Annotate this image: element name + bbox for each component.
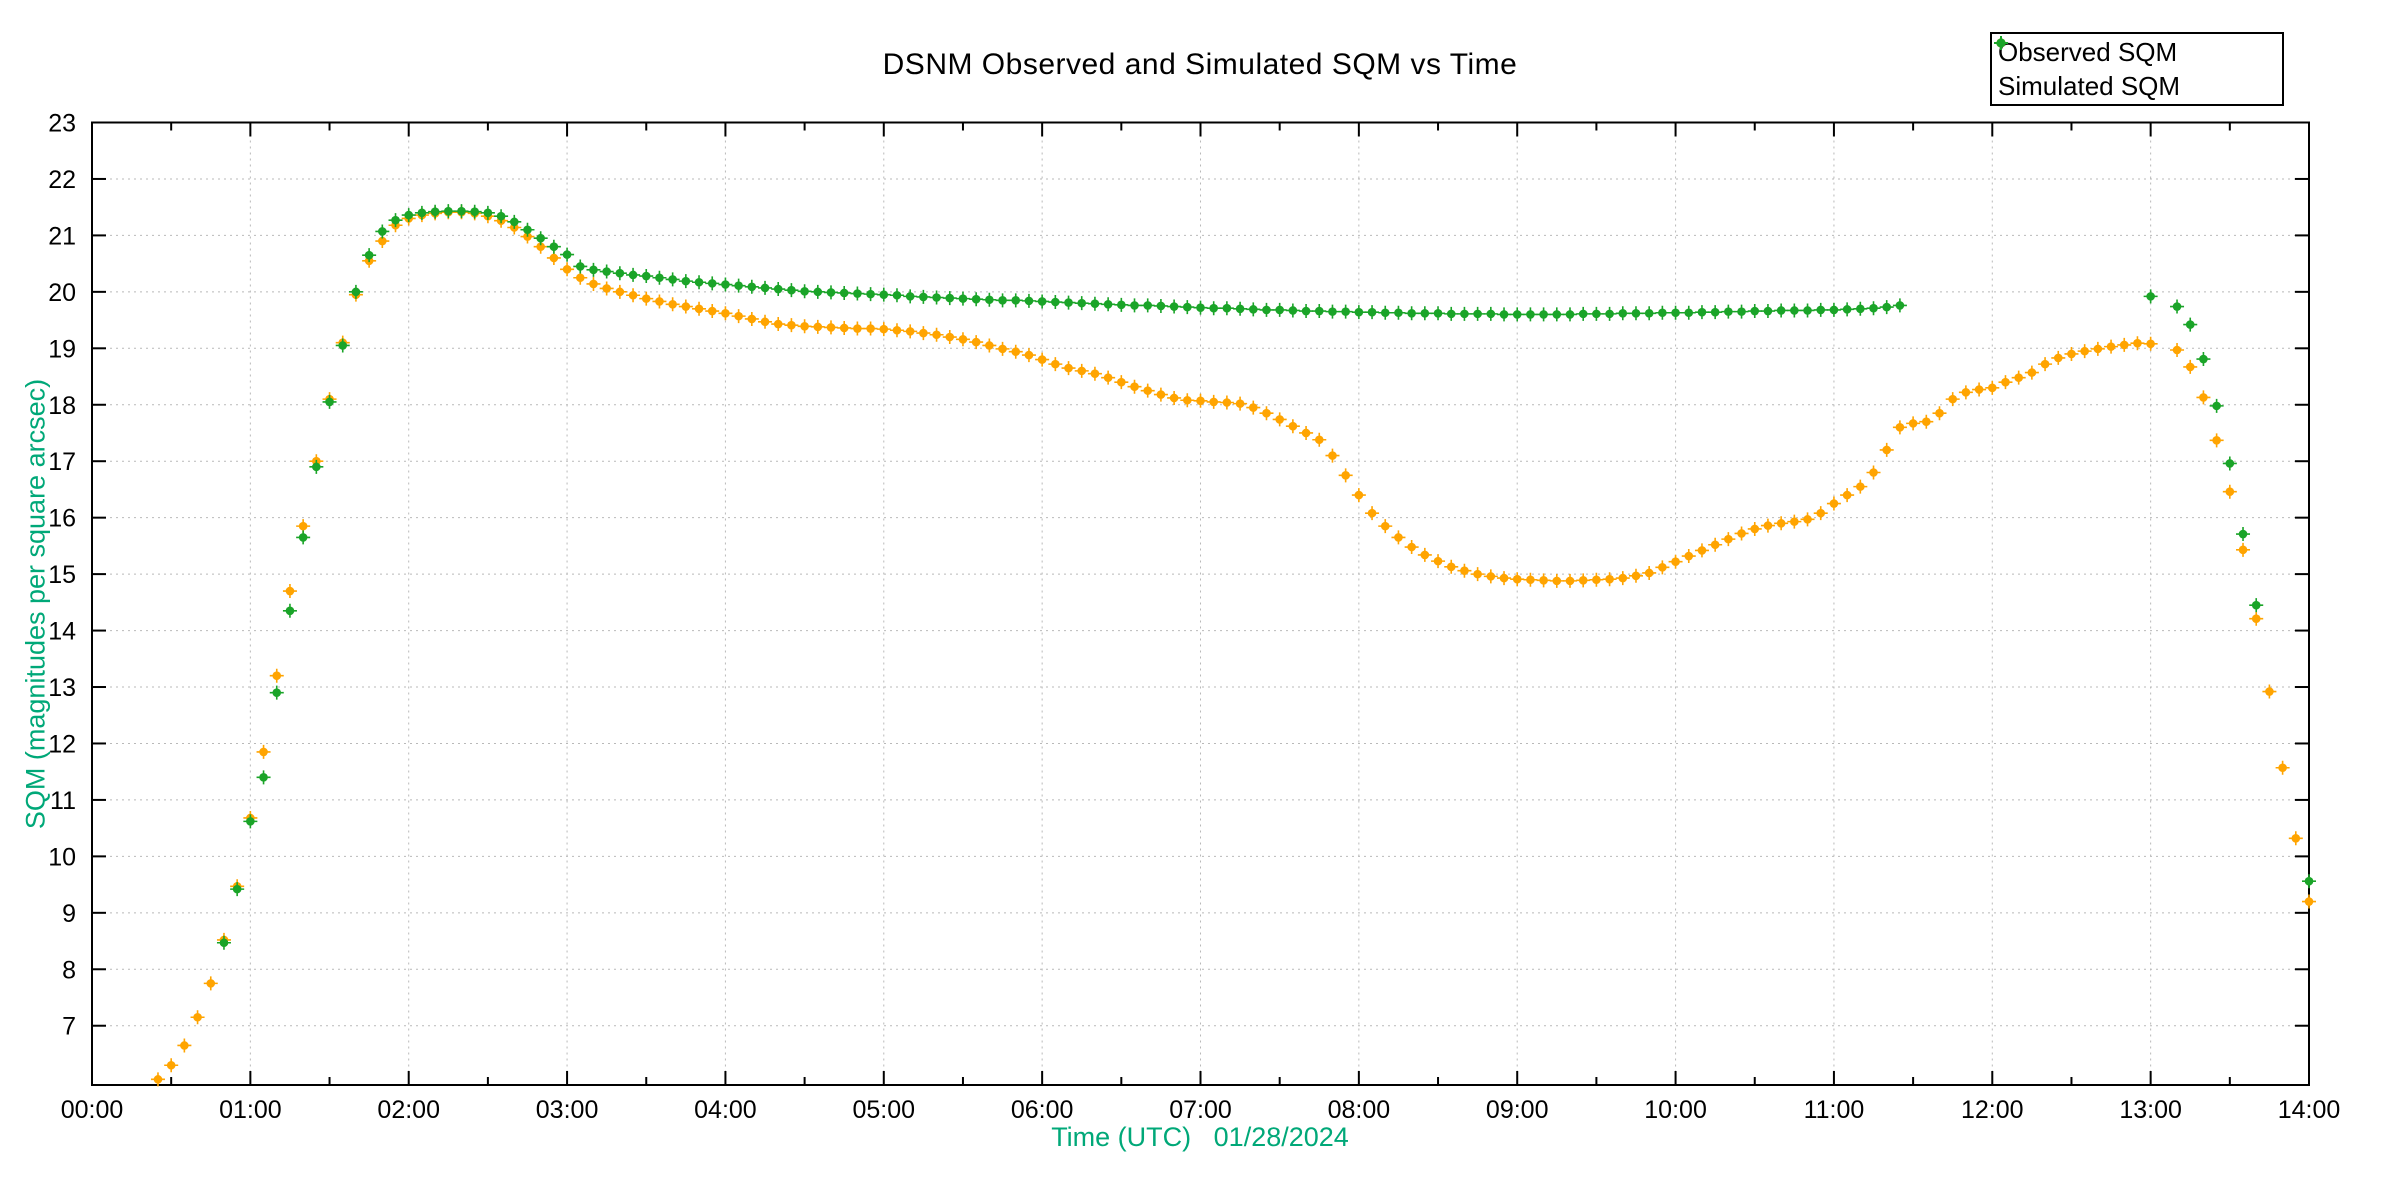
y-tick-label: 8 xyxy=(62,956,76,984)
y-tick-label: 7 xyxy=(62,1013,76,1041)
x-tick-label: 11:00 xyxy=(1804,1096,1865,1124)
legend-label-simulated: Simulated SQM xyxy=(1998,70,2181,101)
y-tick-label: 16 xyxy=(48,505,76,533)
gridlines xyxy=(92,122,2309,1085)
axis-ticks xyxy=(91,121,2310,1085)
y-tick-label: 23 xyxy=(48,110,76,138)
legend-row-simulated: Simulated SQM xyxy=(1992,36,2282,103)
observed-sqm-points xyxy=(150,205,2316,1087)
x-tick-label: 14:00 xyxy=(2278,1096,2341,1124)
x-tick-label: 08:00 xyxy=(1328,1096,1391,1124)
y-tick-label: 15 xyxy=(48,561,76,589)
x-tick-label: 05:00 xyxy=(853,1096,916,1124)
x-tick-label: 03:00 xyxy=(536,1096,599,1124)
x-tick-label: 12:00 xyxy=(1961,1096,2024,1124)
y-tick-label: 9 xyxy=(62,900,76,928)
x-tick-label: 04:00 xyxy=(694,1096,757,1124)
x-tick-label: 00:00 xyxy=(61,1096,124,1124)
y-tick-label: 21 xyxy=(48,222,76,250)
simulated-sqm-points xyxy=(216,204,2316,950)
x-axis-label: Time (UTC) 01/28/2024 xyxy=(1051,1122,1349,1152)
legend-label-observed: Observed SQM xyxy=(1998,36,2178,67)
y-tick-label: 14 xyxy=(48,618,76,646)
tick-labels: 00:00 01:00 02:00 03:00 04:00 05:00 06:00 07:00… xyxy=(48,110,2340,1125)
x-tick-label: 13:00 xyxy=(2119,1096,2182,1124)
x-tick-label: 09:00 xyxy=(1486,1096,1549,1124)
y-tick-label: 17 xyxy=(48,448,76,476)
legend-row-observed: Observed SQM xyxy=(1992,35,2282,69)
x-tick-label: 06:00 xyxy=(1011,1096,1074,1124)
y-tick-label: 20 xyxy=(48,279,76,307)
chart-title: DSNM Observed and Simulated SQM vs Time xyxy=(882,48,1518,81)
y-tick-label: 10 xyxy=(48,843,76,871)
y-tick-label: 11 xyxy=(50,787,76,815)
y-tick-label: 13 xyxy=(48,674,76,702)
y-axis-label: SQM (magnitudes per square arcsec) xyxy=(20,378,51,830)
legend: Observed SQM Simulated SQM xyxy=(1990,32,2284,106)
y-tick-label: 22 xyxy=(48,166,76,194)
x-tick-label: 01:00 xyxy=(219,1096,282,1124)
x-tick-label: 07:00 xyxy=(1169,1096,1232,1124)
y-tick-label: 18 xyxy=(48,392,76,420)
y-tick-label: 19 xyxy=(48,335,76,363)
x-tick-label: 10:00 xyxy=(1644,1096,1707,1124)
x-tick-label: 02:00 xyxy=(377,1096,440,1124)
y-tick-label: 12 xyxy=(48,730,76,758)
